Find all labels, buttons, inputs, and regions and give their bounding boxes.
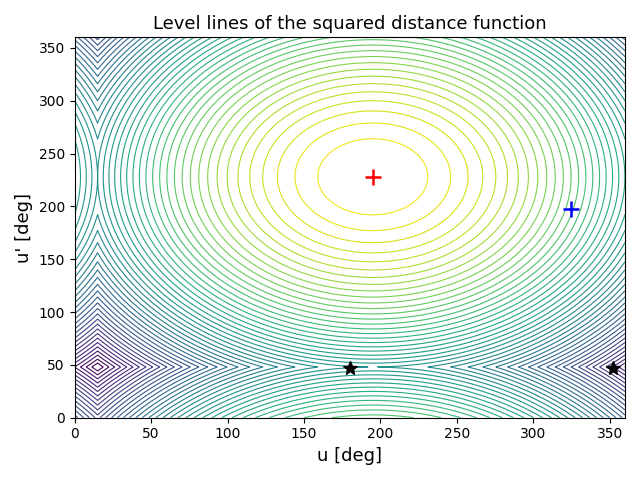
Y-axis label: u' [deg]: u' [deg] — [15, 192, 33, 263]
Title: Level lines of the squared distance function: Level lines of the squared distance func… — [153, 15, 547, 33]
X-axis label: u [deg]: u [deg] — [317, 447, 382, 465]
